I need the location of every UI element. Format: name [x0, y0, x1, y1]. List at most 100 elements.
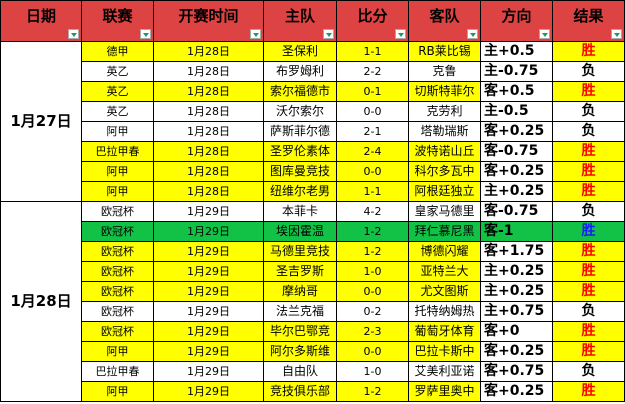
home-team-cell: 图库曼竞技: [263, 161, 337, 182]
league-cell: 英乙: [81, 101, 154, 122]
score-cell: 2-4: [336, 141, 409, 162]
score-cell: 0-0: [336, 101, 409, 122]
filter-dropdown-icon[interactable]: [467, 29, 478, 39]
home-team-cell: 自由队: [263, 361, 337, 382]
table-row: 阿甲 1月29日 阿尔多斯维 0-0 巴拉卡斯中 客+0.25 胜: [1, 341, 625, 362]
score-cell: 2-1: [336, 121, 409, 142]
table-row: 1月28日 欧冠杯 1月29日 本菲卡 4-2 皇家马德里 客-0.75 负: [0, 201, 625, 402]
home-team-cell: 竞技俱乐部: [263, 381, 337, 402]
league-cell: 阿甲: [81, 181, 154, 202]
header-label: 方向: [501, 6, 532, 25]
score-cell: 0-0: [336, 281, 409, 302]
score-cell: 0-2: [336, 301, 409, 322]
direction-cell: 主+0.25: [480, 181, 553, 202]
header-result: 结果: [552, 0, 625, 42]
away-team-cell: 尤文图斯: [408, 281, 481, 302]
time-cell: 1月28日: [153, 141, 264, 162]
away-team-cell: 波特诺山丘: [408, 141, 481, 162]
time-cell: 1月29日: [153, 241, 264, 262]
table-row: 1月27日 德甲 1月28日 圣保利 1-1 RB莱比锡 主+0.5 胜: [0, 41, 625, 202]
direction-cell: 客+1.75: [480, 241, 553, 262]
header-time: 开赛时间: [153, 0, 264, 42]
score-cell: 0-0: [336, 341, 409, 362]
home-team-cell: 纽维尔老男: [263, 181, 337, 202]
filter-dropdown-icon[interactable]: [140, 29, 151, 39]
league-cell: 欧冠杯: [81, 301, 154, 322]
table-row: 阿甲 1月28日 萨斯菲尔德 2-1 塔勒瑞斯 客+0.25 负: [1, 121, 625, 142]
away-team-cell: 博德闪耀: [408, 241, 481, 262]
time-cell: 1月29日: [153, 361, 264, 382]
score-cell: 4-2: [336, 201, 409, 222]
away-team-cell: 科尔多瓦中: [408, 161, 481, 182]
score-cell: 1-2: [336, 221, 409, 242]
away-team-cell: RB莱比锡: [408, 41, 481, 62]
result-cell: 胜: [552, 141, 625, 162]
header-label: 比分: [357, 6, 388, 25]
result-cell: 胜: [552, 81, 625, 102]
result-cell: 负: [552, 121, 625, 142]
time-cell: 1月29日: [153, 381, 264, 402]
result-cell: 胜: [552, 281, 625, 302]
result-cell: 负: [552, 361, 625, 382]
score-cell: 1-1: [336, 41, 409, 62]
filter-dropdown-icon[interactable]: [68, 29, 79, 39]
result-cell: 胜: [552, 241, 625, 262]
result-cell: 胜: [552, 321, 625, 342]
time-cell: 1月29日: [153, 321, 264, 342]
home-team-cell: 马德里竞技: [263, 241, 337, 262]
result-cell: 胜: [552, 221, 625, 242]
header-home: 主队: [263, 0, 337, 42]
home-team-cell: 圣罗伦素体: [263, 141, 337, 162]
away-team-cell: 葡萄牙体育: [408, 321, 481, 342]
away-team-cell: 亚特兰大: [408, 261, 481, 282]
league-cell: 欧冠杯: [81, 201, 154, 222]
header-label: 开赛时间: [178, 6, 239, 25]
result-cell: 胜: [552, 181, 625, 202]
date-cell: 1月27日: [0, 41, 82, 202]
result-cell: 胜: [552, 161, 625, 182]
time-cell: 1月28日: [153, 121, 264, 142]
league-cell: 英乙: [81, 61, 154, 82]
direction-cell: 客+0.25: [480, 161, 553, 182]
home-team-cell: 埃因霍温: [263, 221, 337, 242]
time-cell: 1月28日: [153, 41, 264, 62]
away-team-cell: 塔勒瑞斯: [408, 121, 481, 142]
direction-cell: 主+0.5: [480, 41, 553, 62]
league-cell: 巴拉甲春: [81, 361, 154, 382]
time-cell: 1月28日: [153, 161, 264, 182]
table-row: 巴拉甲春 1月29日 自由队 1-0 艾美利亚诺 客+0.75 负: [1, 361, 625, 382]
header-label: 客队: [429, 6, 460, 25]
date-cell: 1月28日: [0, 201, 82, 402]
time-cell: 1月28日: [153, 181, 264, 202]
time-cell: 1月28日: [153, 101, 264, 122]
direction-cell: 客+0.5: [480, 81, 553, 102]
away-team-cell: 巴拉卡斯中: [408, 341, 481, 362]
table-row: 阿甲 1月28日 图库曼竞技 0-0 科尔多瓦中 客+0.25 胜: [1, 161, 625, 182]
score-cell: 2-3: [336, 321, 409, 342]
away-team-cell: 克鲁: [408, 61, 481, 82]
score-cell: 0-0: [336, 161, 409, 182]
time-cell: 1月29日: [153, 201, 264, 222]
filter-dropdown-icon[interactable]: [539, 29, 550, 39]
league-cell: 阿甲: [81, 341, 154, 362]
away-team-cell: 皇家马德里: [408, 201, 481, 222]
home-team-cell: 索尔福德市: [263, 81, 337, 102]
filter-dropdown-icon[interactable]: [395, 29, 406, 39]
score-cell: 1-0: [336, 361, 409, 382]
filter-dropdown-icon[interactable]: [323, 29, 334, 39]
away-team-cell: 托特纳姆热: [408, 301, 481, 322]
home-team-cell: 萨斯菲尔德: [263, 121, 337, 142]
away-team-cell: 克劳利: [408, 101, 481, 122]
away-team-cell: 阿根廷独立: [408, 181, 481, 202]
league-cell: 德甲: [81, 41, 154, 62]
filter-dropdown-icon[interactable]: [611, 29, 622, 39]
time-cell: 1月28日: [153, 81, 264, 102]
home-team-cell: 摩纳哥: [263, 281, 337, 302]
league-cell: 欧冠杯: [81, 321, 154, 342]
header-label: 日期: [25, 6, 56, 25]
league-cell: 英乙: [81, 81, 154, 102]
league-cell: 欧冠杯: [81, 261, 154, 282]
league-cell: 巴拉甲春: [81, 141, 154, 162]
filter-dropdown-icon[interactable]: [250, 29, 261, 39]
league-cell: 阿甲: [81, 381, 154, 402]
